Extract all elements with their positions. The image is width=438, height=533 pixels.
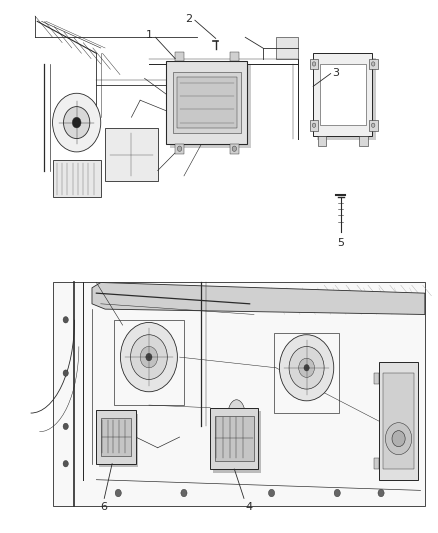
Circle shape (371, 62, 375, 66)
Circle shape (63, 461, 68, 467)
Bar (369, 120, 378, 131)
Bar (274, 333, 339, 413)
Bar (317, 58, 376, 140)
Bar (175, 144, 184, 154)
Bar (276, 37, 298, 59)
Circle shape (72, 117, 81, 128)
Circle shape (378, 489, 384, 497)
Bar (359, 136, 368, 146)
Ellipse shape (228, 400, 245, 432)
Circle shape (299, 358, 314, 377)
Bar (374, 458, 379, 469)
Circle shape (232, 146, 237, 151)
Text: 4: 4 (245, 502, 252, 512)
Circle shape (371, 123, 375, 127)
Bar (114, 320, 184, 405)
Bar (320, 64, 366, 125)
Bar (96, 410, 136, 464)
Circle shape (131, 335, 167, 379)
Bar (379, 362, 418, 480)
Circle shape (312, 123, 316, 127)
Circle shape (140, 346, 158, 368)
Bar (230, 144, 239, 154)
Text: 2: 2 (186, 14, 193, 23)
Bar (310, 59, 318, 69)
Circle shape (115, 489, 121, 497)
Circle shape (63, 317, 68, 323)
Text: 5: 5 (337, 238, 344, 248)
Bar (101, 418, 131, 456)
Bar (374, 373, 379, 384)
Polygon shape (92, 282, 425, 314)
Bar (230, 52, 239, 61)
Circle shape (146, 353, 152, 361)
Bar (53, 160, 101, 197)
Circle shape (181, 489, 187, 497)
Bar (53, 282, 425, 506)
Bar (166, 61, 247, 144)
Bar (369, 59, 378, 69)
Circle shape (64, 107, 90, 139)
Bar (177, 77, 237, 128)
Text: 6: 6 (101, 502, 108, 512)
Bar (175, 52, 184, 61)
Circle shape (63, 423, 68, 430)
Circle shape (312, 62, 316, 66)
Bar (310, 120, 318, 131)
Circle shape (289, 346, 324, 389)
Circle shape (392, 431, 405, 447)
Bar (173, 72, 241, 133)
Circle shape (304, 365, 309, 371)
Bar (99, 414, 138, 467)
Circle shape (334, 489, 340, 497)
Circle shape (279, 335, 334, 401)
Circle shape (120, 322, 177, 392)
Bar (170, 65, 251, 148)
Bar (210, 408, 258, 469)
Circle shape (177, 146, 182, 151)
Bar (318, 136, 326, 146)
Bar (213, 411, 261, 473)
Circle shape (268, 489, 275, 497)
Text: 3: 3 (332, 68, 339, 78)
Circle shape (385, 423, 412, 455)
Text: 1: 1 (146, 30, 153, 39)
Bar (383, 373, 414, 469)
Bar (105, 128, 158, 181)
Bar (215, 416, 254, 461)
Bar (313, 53, 372, 136)
Circle shape (63, 370, 68, 376)
Circle shape (53, 93, 101, 152)
